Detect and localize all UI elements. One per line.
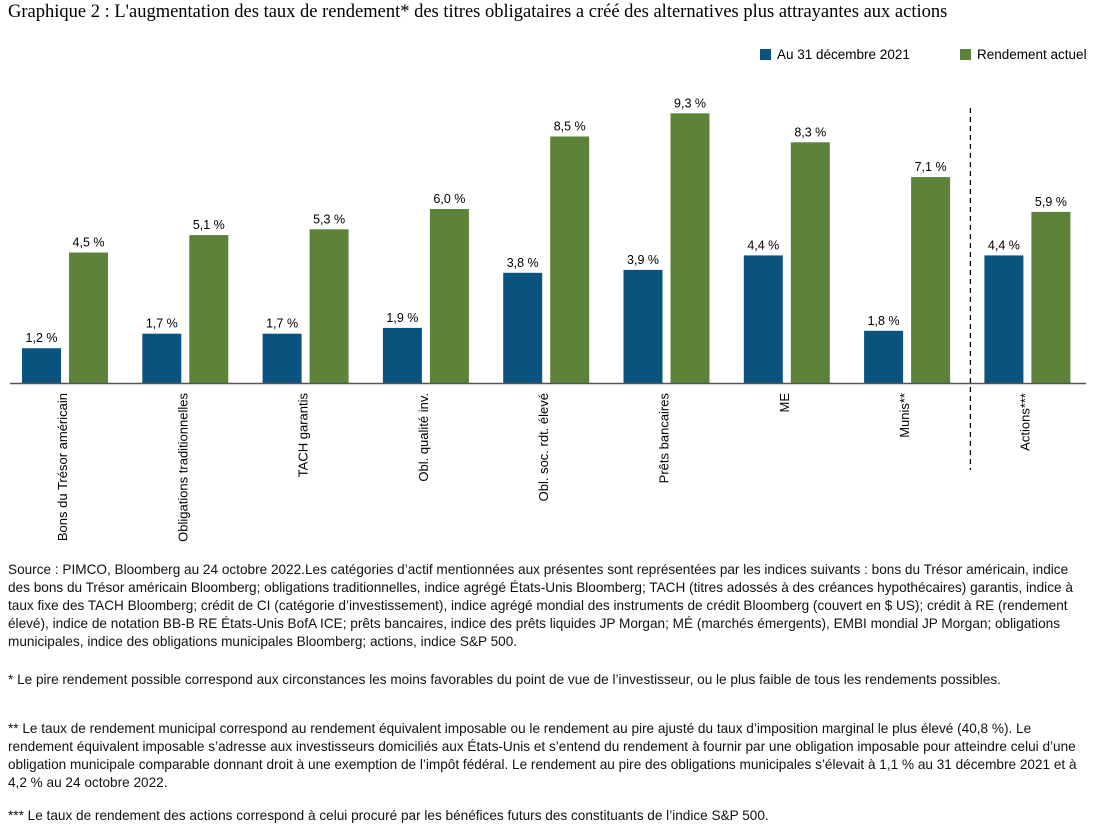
bar-current-5: [670, 113, 710, 384]
bar-chart: 1,2 % 4,5 % Bons du Trésor américain 1,7 % 5…: [10, 96, 1086, 542]
bar-current-4: [550, 136, 590, 383]
bar-current-2: [309, 229, 349, 383]
bar-dec-2021-8: [984, 255, 1024, 383]
category-label-5: Prêts bancaires: [657, 393, 672, 484]
bar-dec-2021-3: [382, 327, 422, 383]
data-label-dec-2021-6: 4,4 %: [747, 238, 779, 252]
category-label-3: Obl. qualité inv.: [416, 393, 431, 482]
chart-title: Graphique 2 : L'augmentation des taux de…: [8, 2, 948, 22]
data-label-dec-2021-8: 4,4 %: [988, 238, 1020, 252]
data-label-current-1: 5,1 %: [193, 218, 225, 232]
footnote-1: * Le pire rendement possible correspond …: [8, 672, 1001, 687]
data-label-current-3: 6,0 %: [433, 192, 465, 206]
bar-dec-2021-6: [743, 255, 783, 383]
legend-label-dec-2021: Au 31 décembre 2021: [777, 47, 910, 62]
data-label-current-5: 9,3 %: [674, 96, 706, 110]
legend-item-dec-2021: Au 31 décembre 2021: [760, 47, 910, 62]
data-label-current-6: 8,3 %: [794, 125, 826, 139]
category-label-6: ME: [777, 393, 792, 413]
bar-dec-2021-1: [142, 333, 182, 383]
data-label-dec-2021-5: 3,9 %: [627, 253, 659, 267]
data-label-dec-2021-2: 1,7 %: [266, 317, 298, 331]
data-label-current-0: 4,5 %: [73, 236, 105, 250]
bar-dec-2021-4: [503, 272, 543, 383]
data-label-dec-2021-0: 1,2 %: [26, 331, 58, 345]
legend-swatch-current-yield: [960, 49, 971, 60]
legend-swatch-dec-2021: [760, 49, 771, 60]
bar-current-3: [429, 209, 469, 383]
legend-item-current-yield: Rendement actuel: [960, 47, 1087, 62]
bar-dec-2021-7: [864, 330, 904, 383]
data-label-dec-2021-3: 1,9 %: [386, 311, 418, 325]
category-label-8: Actions***: [1017, 393, 1032, 451]
category-label-2: TACH garantis: [296, 393, 311, 478]
bar-current-1: [189, 235, 229, 383]
bar-dec-2021-5: [623, 269, 663, 383]
bar-current-7: [911, 177, 951, 383]
data-label-current-2: 5,3 %: [313, 212, 345, 226]
bar-dec-2021-2: [262, 333, 302, 383]
data-label-dec-2021-7: 1,8 %: [868, 314, 900, 328]
bar-dec-2021-0: [22, 348, 61, 383]
footnote-3: *** Le taux de rendement des actions cor…: [8, 808, 769, 823]
category-label-4: Obl. soc. rdt. élevé: [536, 393, 551, 501]
bar-current-6: [790, 142, 830, 383]
data-label-dec-2021-4: 3,8 %: [507, 256, 539, 270]
category-label-0: Bons du Trésor américain: [55, 393, 70, 541]
data-label-current-7: 7,1 %: [915, 160, 947, 174]
bar-current-8: [1031, 211, 1071, 383]
footnote-2: ** Le taux de rendement municipal corres…: [8, 721, 1077, 790]
bar-current-0: [69, 252, 108, 383]
legend-label-current-yield: Rendement actuel: [977, 47, 1087, 62]
data-label-current-4: 8,5 %: [554, 120, 586, 134]
category-label-1: Obligations traditionnelles: [175, 393, 190, 542]
category-label-7: Munis**: [897, 393, 912, 438]
source-note: Source : PIMCO, Bloomberg au 24 octobre …: [8, 562, 1073, 649]
data-label-current-8: 5,9 %: [1035, 195, 1067, 209]
data-label-dec-2021-1: 1,7 %: [146, 317, 178, 331]
